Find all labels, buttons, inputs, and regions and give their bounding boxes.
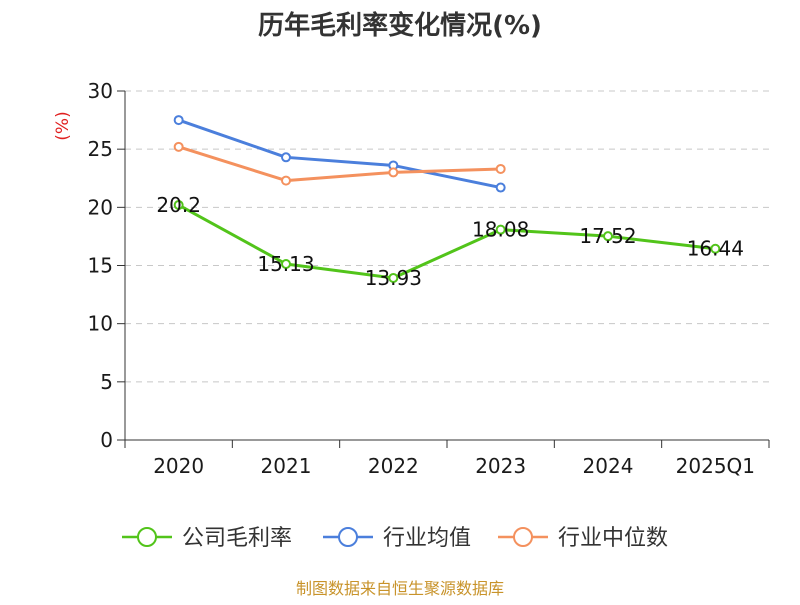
- data-point[interactable]: [388, 167, 399, 178]
- series-line: [177, 203, 716, 280]
- x-tick-label: 2025Q1: [676, 454, 755, 478]
- x-tick-label: 2021: [261, 454, 312, 478]
- data-label: 18.08: [472, 218, 529, 242]
- y-tick-label: 30: [88, 79, 113, 103]
- data-labels: 20.2 15.13 13.93 18.08 17.52 16.44: [156, 193, 744, 290]
- y-tick-label: 10: [88, 312, 113, 336]
- data-label: 17.52: [579, 224, 636, 248]
- y-tick-label: 0: [100, 428, 113, 452]
- data-point[interactable]: [281, 175, 291, 186]
- x-tick-label: 2024: [583, 454, 634, 478]
- data-point[interactable]: [495, 182, 506, 193]
- data-point[interactable]: [495, 163, 506, 174]
- legend-label: 行业中位数: [558, 526, 668, 551]
- x-tick-label: 2020: [153, 454, 204, 478]
- x-tick-label: 2023: [475, 454, 526, 478]
- axes: 0 5 10 15 20 25 30 2020 2021 2022 2023 2024 2025Q1: [88, 79, 770, 478]
- legend-label: 公司毛利率: [182, 526, 292, 551]
- data-point[interactable]: [281, 258, 291, 269]
- legend-label: 行业均值: [383, 526, 471, 551]
- source-note: 制图数据来自恒生聚源数据库: [296, 579, 504, 598]
- data-point[interactable]: [173, 115, 184, 126]
- data-point[interactable]: [281, 152, 291, 163]
- y-axis-label: (%): [53, 111, 73, 140]
- legend-marker: [338, 527, 358, 547]
- legend-marker: [513, 527, 533, 547]
- data-label: 16.44: [687, 237, 744, 261]
- legend-marker: [137, 527, 157, 547]
- data-point[interactable]: [603, 231, 613, 242]
- data-label: 15.13: [257, 252, 314, 276]
- chart-title: 历年毛利率变化情况(%): [258, 10, 542, 41]
- data-point[interactable]: [173, 200, 184, 211]
- legend-item[interactable]: 行业均值: [323, 526, 471, 551]
- series-line: [178, 145, 501, 183]
- data-point[interactable]: [710, 243, 721, 254]
- data-point[interactable]: [388, 272, 399, 283]
- legend[interactable]: 公司毛利率 行业均值 行业中位数: [122, 526, 668, 551]
- y-tick-label: 15: [88, 254, 113, 278]
- data-point[interactable]: [173, 141, 184, 152]
- y-tick-label: 20: [88, 195, 113, 219]
- data-label: 13.93: [365, 266, 422, 290]
- x-tick-label: 2022: [368, 454, 419, 478]
- series-line: [178, 118, 501, 190]
- y-tick-label: 25: [88, 137, 113, 161]
- legend-item[interactable]: 行业中位数: [498, 526, 668, 551]
- data-point[interactable]: [495, 224, 506, 235]
- data-label: 20.2: [156, 193, 201, 217]
- y-tick-label: 5: [100, 370, 113, 394]
- grid-lines: [125, 90, 769, 383]
- legend-item[interactable]: 公司毛利率: [122, 526, 292, 551]
- series-lines: [173, 115, 721, 283]
